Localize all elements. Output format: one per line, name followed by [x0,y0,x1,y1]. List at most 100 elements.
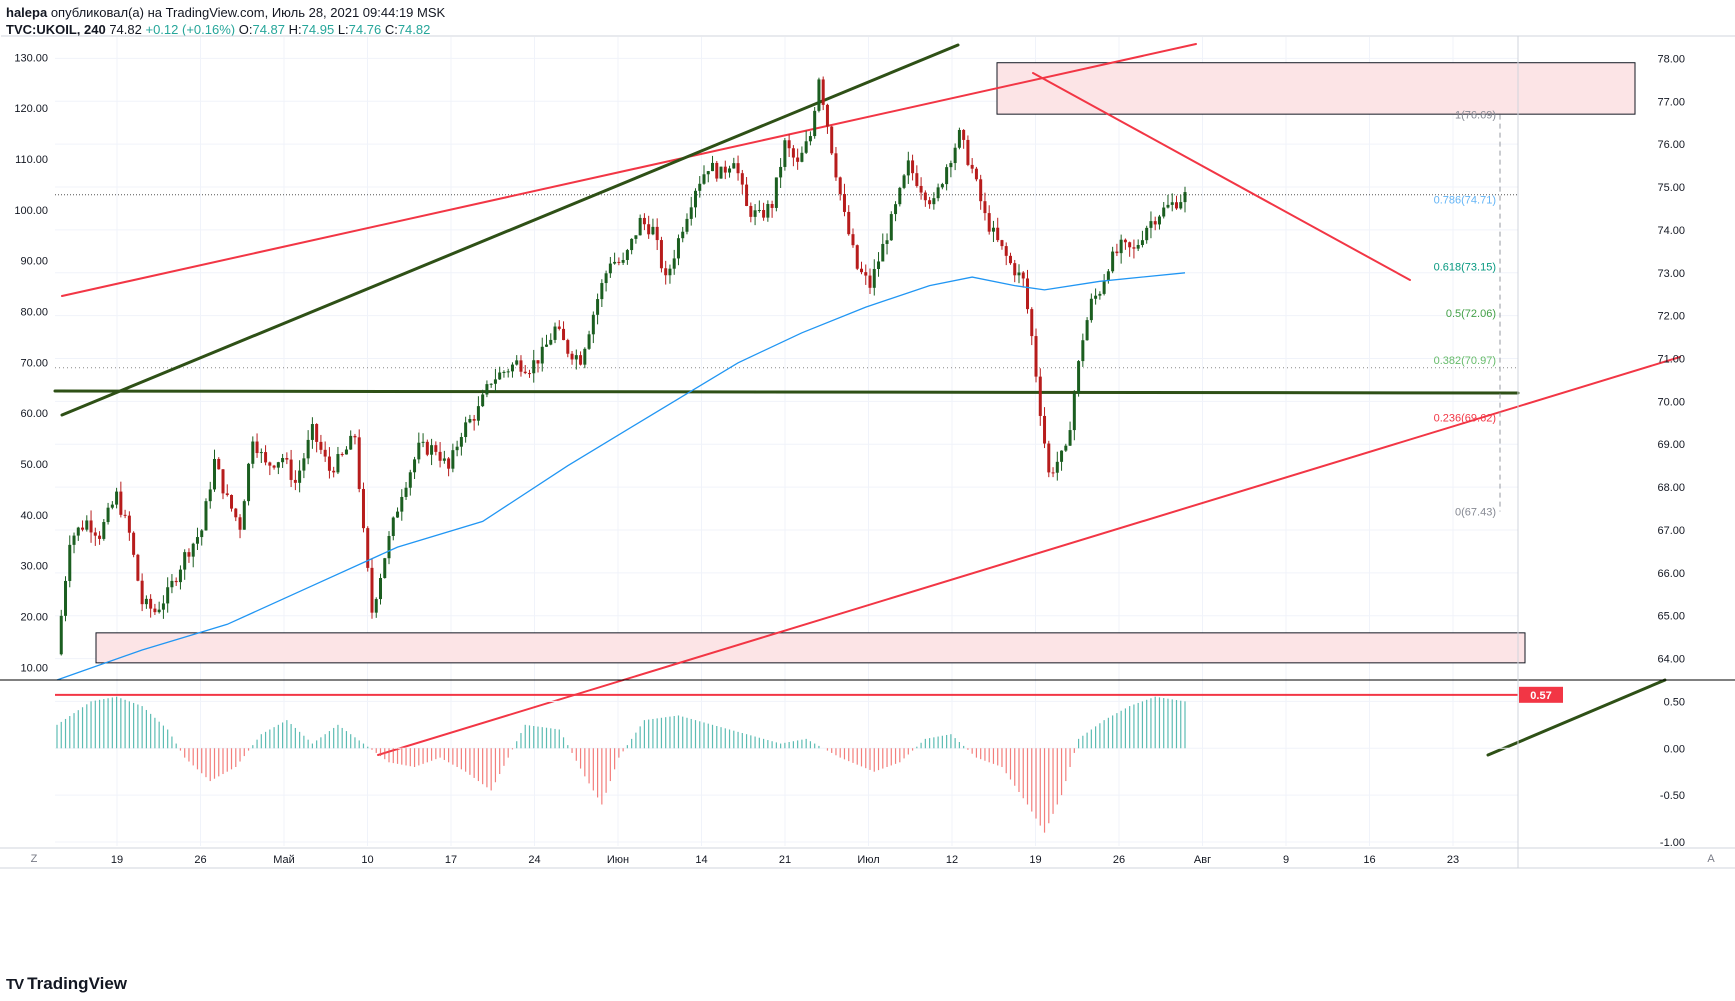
candle-body [136,554,140,581]
candle-body [157,609,161,613]
candle [1170,193,1174,212]
candle [430,438,434,466]
candle-body [642,217,646,225]
descending-trend-line[interactable] [1032,72,1411,281]
candle-body [928,200,932,205]
candle-body [868,275,872,288]
candle [225,484,229,497]
right-axis-tick: 66.00 [1657,568,1685,580]
candle-body [485,384,489,395]
candle-body [268,462,272,466]
candle [970,158,974,174]
publish-info: опубликовал(а) на TradingView.com, Июль … [50,5,446,20]
right-axis-tick: 74.00 [1657,225,1685,237]
candle-body [847,211,851,235]
candle [664,260,668,285]
red-channel-upper-line[interactable] [61,43,1197,297]
low-label: L: [337,22,349,37]
footer-brand[interactable]: TV TradingView [6,974,127,994]
candle [698,176,702,198]
candle [668,264,672,284]
candle-body [613,261,617,264]
candle [344,446,348,455]
candle-body [715,162,719,179]
candle [1038,368,1042,426]
candle-body [421,441,425,443]
candle [838,176,842,201]
candle [1021,271,1025,288]
candle [281,453,285,468]
candle-body [634,235,638,239]
candle [757,200,761,213]
candle-body [553,326,557,340]
candle-body [472,419,476,421]
candle-body [957,129,961,148]
candle [161,595,165,619]
candle [1000,239,1004,250]
candle [1034,328,1038,383]
candle-body [591,314,595,335]
candle [1047,440,1051,478]
candle [212,449,216,492]
candle [247,462,251,506]
candle-body [621,259,625,263]
candle [770,200,774,218]
candle [745,177,749,207]
x-axis-tick: Май [273,854,295,866]
candle [157,601,161,614]
candle-body [234,508,238,518]
candle [579,351,583,366]
resistance-zone[interactable] [996,62,1636,115]
candle [183,549,187,580]
red-channel-lower-line[interactable] [377,356,1681,756]
symbol-name[interactable]: TVC:UKOIL, 240 [6,22,106,37]
candle [251,436,255,469]
green-lower-line[interactable] [1486,678,1667,757]
candle [736,155,740,181]
candle [502,370,506,378]
candle-body [123,514,127,516]
candle-body [459,437,463,447]
candle-body [1136,245,1140,249]
candle-body [468,419,472,423]
candle [417,432,421,464]
osc-axis-tick: -0.50 [1660,790,1685,802]
candle [877,252,881,277]
author-name[interactable]: halepa [6,5,48,20]
candle-body [225,493,229,495]
candle [851,228,855,248]
candle [949,160,953,178]
candle [753,204,757,226]
candle-body [923,192,927,201]
fib-retracement[interactable]: 1(76.69) 0.786(74.71) 0.618(73.15) 0.5(72.0… [1434,110,1501,519]
horizontal-green-level[interactable] [53,389,1520,395]
trend-lines[interactable] [53,43,1681,757]
candle-body [1094,295,1098,299]
candle-body [119,491,123,515]
zoom-button[interactable]: Z [31,853,38,865]
candle [76,526,80,541]
candle [562,321,566,341]
candle-body [864,272,868,276]
x-axis-tick: 21 [779,854,791,866]
candle-body [851,234,855,246]
candle-body [1132,247,1136,249]
support-zone[interactable] [95,632,1526,664]
green-upper-line[interactable] [60,43,960,417]
candle-body [745,184,749,206]
candle-body [732,163,736,169]
candle [357,429,361,493]
candle-body [600,283,604,300]
candle-body [1068,430,1072,446]
candle-body [1064,445,1068,451]
candle [515,355,519,366]
candle-body [651,226,655,235]
candle-body [404,487,408,497]
candle-body [1013,263,1017,276]
auto-scale-button[interactable]: A [1707,853,1715,865]
candle [766,200,770,222]
right-axis-tick: 70.00 [1657,396,1685,408]
candle-body [191,543,195,557]
candle [64,576,68,622]
